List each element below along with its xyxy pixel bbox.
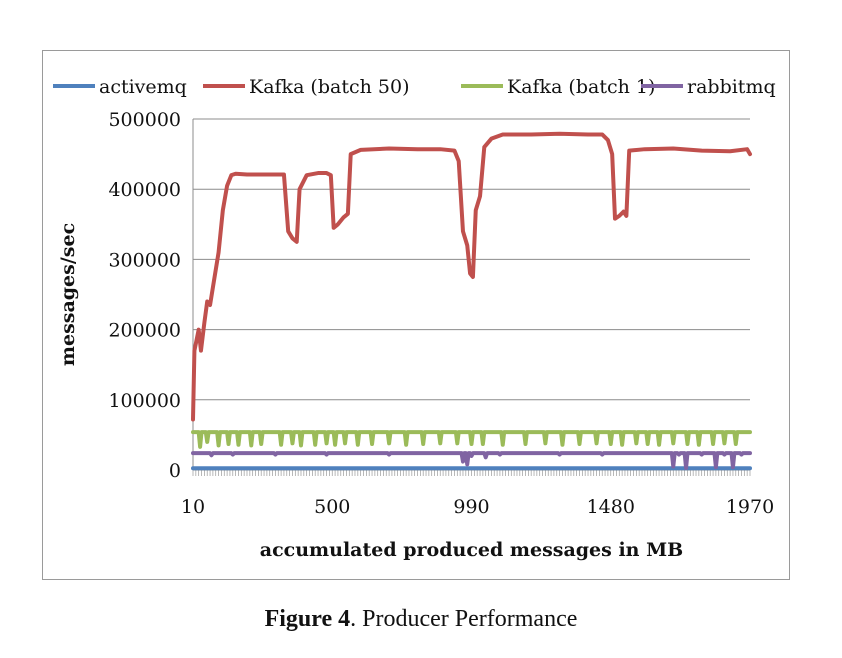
legend-label-activemq: activemq (99, 76, 187, 98)
y-tick-label-200000: 200000 (108, 320, 181, 342)
x-axis-ticks (192, 470, 751, 476)
series-line-kafka-batch-50 (191, 131, 752, 422)
x-tick-label-1480: 1480 (587, 496, 635, 518)
line-chart: 0 100000 200000 300000 400000 500000 10 500 990 1… (53, 76, 776, 561)
figure-caption: Figure 4. Producer Performance (0, 606, 842, 633)
caption-text: . Producer Performance (350, 606, 578, 632)
x-tick-label-10: 10 (181, 496, 205, 518)
series-line-rabbitmq (191, 451, 752, 470)
legend-label-kafka-batch-50: Kafka (batch 50) (249, 76, 409, 98)
y-axis-title: messages/sec (57, 223, 79, 366)
y-tick-label-100000: 100000 (108, 390, 181, 412)
x-axis-title: accumulated produced messages in MB (260, 539, 683, 561)
legend-label-rabbitmq: rabbitmq (687, 76, 776, 98)
y-tick-label-300000: 300000 (108, 249, 181, 271)
x-tick-label-500: 500 (314, 496, 350, 518)
y-tick-label-400000: 400000 (108, 179, 181, 201)
chart-frame: 0 100000 200000 300000 400000 500000 10 500 990 1… (42, 50, 790, 580)
caption-label: Figure 4 (264, 606, 351, 632)
x-tick-label-1970: 1970 (726, 496, 774, 518)
legend-label-kafka-batch-1: Kafka (batch 1) (507, 76, 655, 98)
x-tick-label-990: 990 (453, 496, 489, 518)
y-tick-label-0: 0 (169, 460, 181, 482)
series-line-kafka-batch-1 (191, 430, 752, 449)
y-tick-label-500000: 500000 (108, 109, 181, 131)
